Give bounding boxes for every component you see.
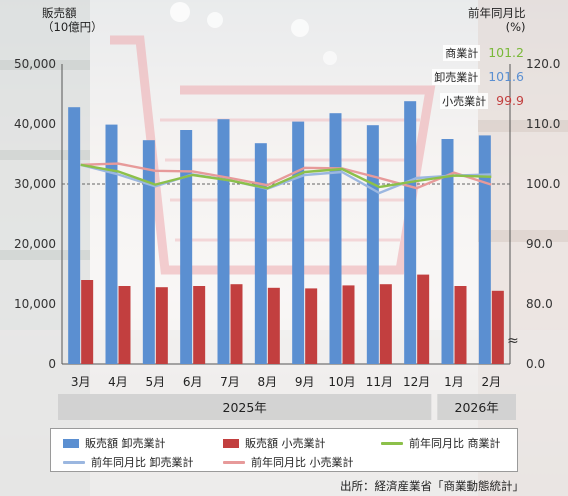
year-band	[58, 394, 432, 420]
left-axis-label: 販売額	[42, 6, 77, 20]
latest-yoy-callout: 商業計 101.2 卸売業計 101.6 小売業計 99.9	[408, 39, 524, 113]
legend-item-commerce-yoy: 前年同月比 商業計	[381, 435, 501, 451]
x-tick-label: 9月	[295, 375, 315, 389]
left-tick-label: 10,000	[14, 297, 56, 311]
callout-row-commerce: 商業計 101.2	[443, 45, 524, 61]
legend-swatch	[63, 460, 85, 464]
right-tick-label: 80.0	[526, 297, 553, 311]
bar-wholesale-sales	[142, 140, 155, 364]
x-tick-label: 3月	[71, 375, 91, 389]
right-axis-title: 前年同月比 (%)	[468, 6, 526, 34]
legend-item-retail-yoy: 前年同月比 小売業計	[223, 454, 354, 470]
legend-item-wholesale-sales: 販売額 卸売業計	[63, 435, 166, 451]
left-tick-label: 40,000	[14, 117, 56, 131]
callout-row-retail: 小売業計 99.9	[440, 93, 524, 109]
left-tick-label: 0	[48, 357, 56, 371]
bar-retail-sales	[193, 286, 206, 364]
right-tick-label: 120.0	[526, 57, 560, 71]
callout-value-wholesale: 101.6	[488, 69, 524, 84]
x-tick-label: 7月	[220, 375, 240, 389]
legend-label: 販売額 卸売業計	[85, 437, 166, 450]
bar-retail-sales	[81, 280, 94, 364]
callout-label: 卸売業計	[432, 69, 481, 85]
legend-item-wholesale-yoy: 前年同月比 卸売業計	[63, 454, 194, 470]
right-axis-break: ≈	[507, 333, 519, 349]
bar-wholesale-sales	[404, 101, 417, 364]
x-tick-label: 4月	[108, 375, 128, 389]
legend-swatch	[381, 441, 403, 445]
x-tick-label: 2月	[482, 375, 502, 389]
bar-retail-sales	[342, 285, 355, 364]
year-band	[437, 394, 516, 420]
left-axis-title: 販売額 （10億円）	[42, 6, 103, 34]
line-retail-yoy	[80, 162, 492, 190]
chart-legend: 販売額 卸売業計 販売額 小売業計 前年同月比 商業計 前年同月比 卸売業計 前…	[50, 428, 518, 472]
legend-item-retail-sales: 販売額 小売業計	[223, 435, 326, 451]
source-note: 出所：経済産業省「商業動態統計」	[340, 479, 524, 493]
x-tick-label: 11月	[366, 375, 393, 389]
bar-wholesale-sales	[292, 121, 305, 364]
year-label: 2025年	[223, 400, 267, 415]
x-tick-label: 8月	[258, 375, 278, 389]
bar-wholesale-sales	[180, 130, 193, 364]
right-tick-label: 0.0	[526, 357, 545, 371]
callout-row-wholesale: 卸売業計 101.6	[432, 69, 524, 85]
bar-retail-sales	[379, 284, 392, 364]
x-tick-label: 5月	[146, 375, 166, 389]
right-tick-label: 100.0	[526, 177, 560, 191]
right-axis-unit: (%)	[505, 20, 526, 34]
legend-label: 前年同月比 商業計	[409, 437, 501, 450]
bar-wholesale-sales	[254, 143, 267, 364]
left-tick-label: 30,000	[14, 177, 56, 191]
legend-label: 前年同月比 小売業計	[251, 456, 354, 469]
left-tick-label: 20,000	[14, 237, 56, 251]
bar-retail-sales	[305, 288, 318, 364]
year-label: 2026年	[455, 400, 499, 415]
left-tick-label: 50,000	[14, 57, 56, 71]
legend-swatch	[223, 438, 239, 448]
legend-label: 前年同月比 卸売業計	[91, 456, 194, 469]
bar-retail-sales	[417, 274, 430, 364]
legend-swatch	[223, 460, 245, 464]
x-tick-label: 10月	[328, 375, 355, 389]
bar-retail-sales	[230, 284, 243, 364]
right-tick-label: 90.0	[526, 237, 553, 251]
callout-label: 小売業計	[440, 93, 489, 109]
bar-wholesale-sales	[441, 139, 454, 364]
callout-label: 商業計	[443, 45, 481, 61]
callout-value-commerce: 101.2	[488, 45, 524, 60]
legend-label: 販売額 小売業計	[245, 437, 326, 450]
left-axis-unit: （10億円）	[42, 20, 103, 34]
x-tick-label: 12月	[403, 375, 430, 389]
x-tick-label: 6月	[183, 375, 203, 389]
line-commerce-yoy	[80, 163, 492, 190]
bar-wholesale-sales	[217, 119, 230, 364]
bar-wholesale-sales	[478, 135, 491, 364]
bar-retail-sales	[491, 290, 504, 364]
bar-retail-sales	[267, 287, 280, 364]
legend-swatch	[63, 438, 79, 448]
callout-value-retail: 99.9	[496, 93, 524, 108]
right-axis-label: 前年同月比	[468, 6, 526, 20]
bar-wholesale-sales	[105, 124, 118, 364]
bar-retail-sales	[118, 286, 131, 364]
bar-retail-sales	[155, 287, 168, 364]
x-tick-label: 1月	[444, 375, 464, 389]
line-wholesale-yoy	[80, 163, 492, 195]
bar-retail-sales	[454, 286, 467, 364]
right-tick-label: 110.0	[526, 117, 560, 131]
bar-wholesale-sales	[329, 113, 342, 364]
bar-wholesale-sales	[68, 107, 81, 364]
bar-wholesale-sales	[366, 125, 379, 364]
